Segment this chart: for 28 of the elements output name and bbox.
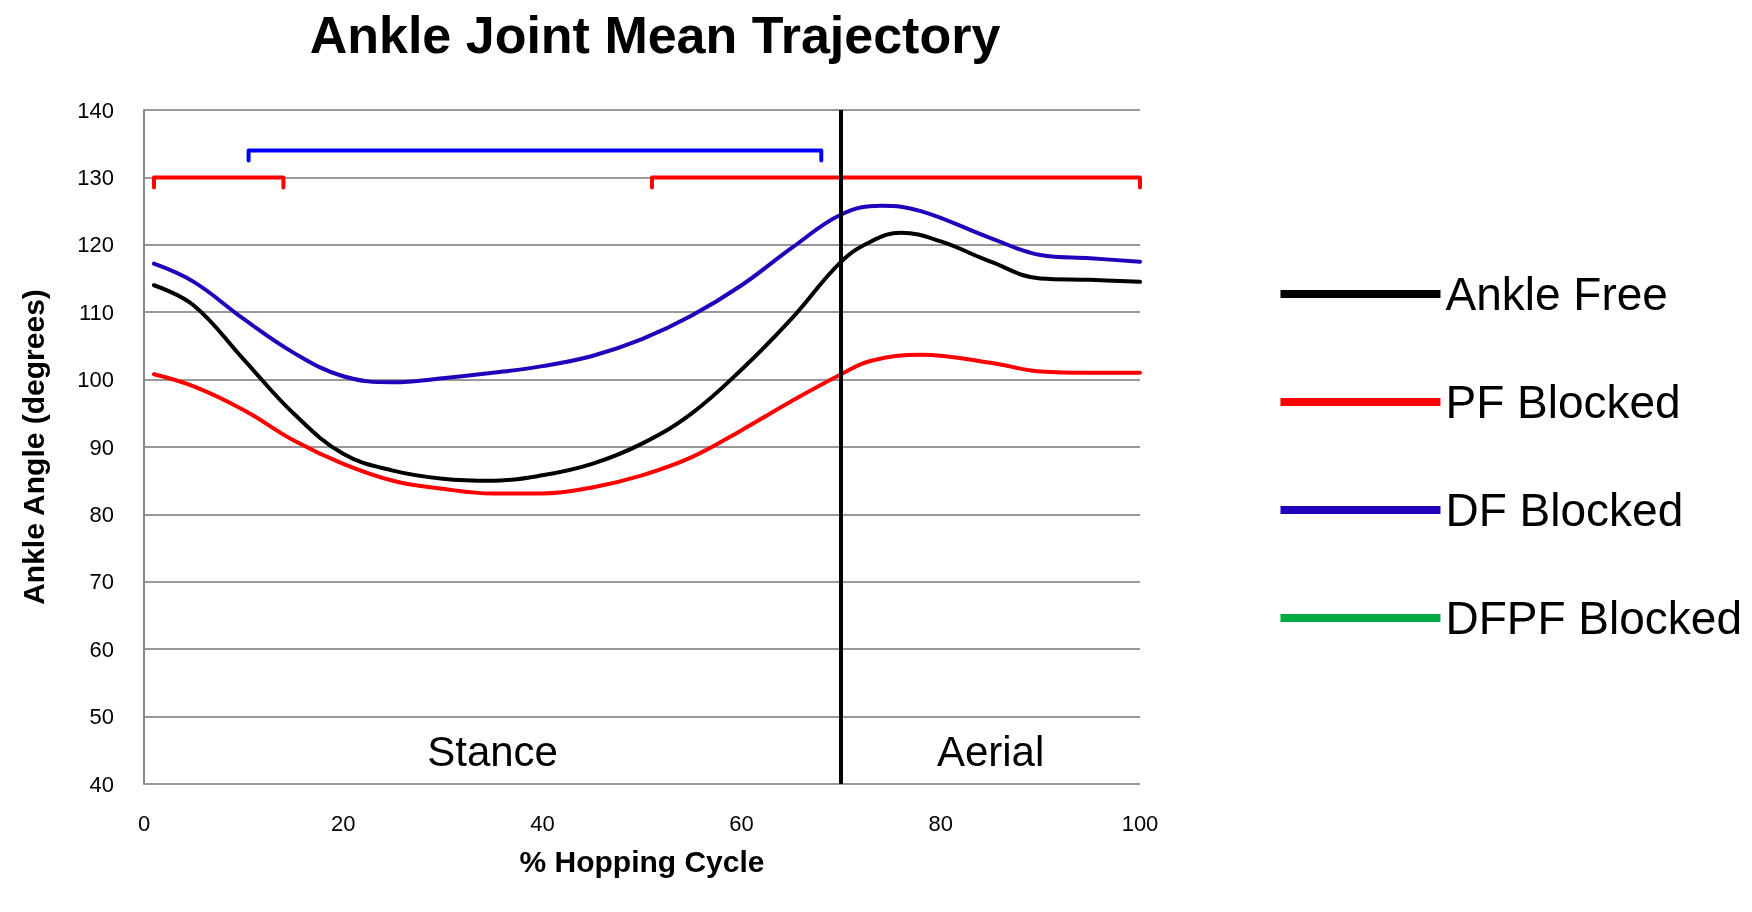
x-axis-title: % Hopping Cycle <box>519 844 765 878</box>
y-tick-label: 60 <box>89 636 114 662</box>
y-tick-label: 100 <box>77 367 114 393</box>
legend-label: DFPF Blocked <box>1445 592 1742 644</box>
x-tick-label: 80 <box>928 810 954 836</box>
legend-label: PF Blocked <box>1445 376 1681 428</box>
legend-label: DF Blocked <box>1445 484 1684 536</box>
line-series <box>151 203 1142 385</box>
y-tick-label: 40 <box>89 771 114 797</box>
x-tick-label: 40 <box>530 810 555 836</box>
y-tick-label: 120 <box>77 232 114 258</box>
x-tick-label: 60 <box>729 810 754 836</box>
annotation: Aerial <box>936 727 1045 775</box>
y-tick-label: 110 <box>78 299 114 325</box>
y-tick-label: 130 <box>77 164 114 190</box>
x-tick-label: 0 <box>137 810 151 836</box>
y-tick-label: 50 <box>89 704 114 730</box>
y-tick-label: 140 <box>77 97 114 123</box>
legend-label: Ankle Free <box>1445 268 1668 320</box>
line-series <box>151 352 1142 496</box>
annotation: Stance <box>427 727 558 775</box>
chart-title: Ankle Joint Mean Trajectory <box>309 6 1001 64</box>
y-axis-title: Ankle Angle (degrees) <box>16 289 50 605</box>
y-tick-label: 90 <box>89 434 114 460</box>
x-tick-label: 100 <box>1121 810 1159 836</box>
y-tick-label: 80 <box>89 501 114 527</box>
x-tick-label: 20 <box>330 810 356 836</box>
y-tick-label: 70 <box>89 569 114 595</box>
